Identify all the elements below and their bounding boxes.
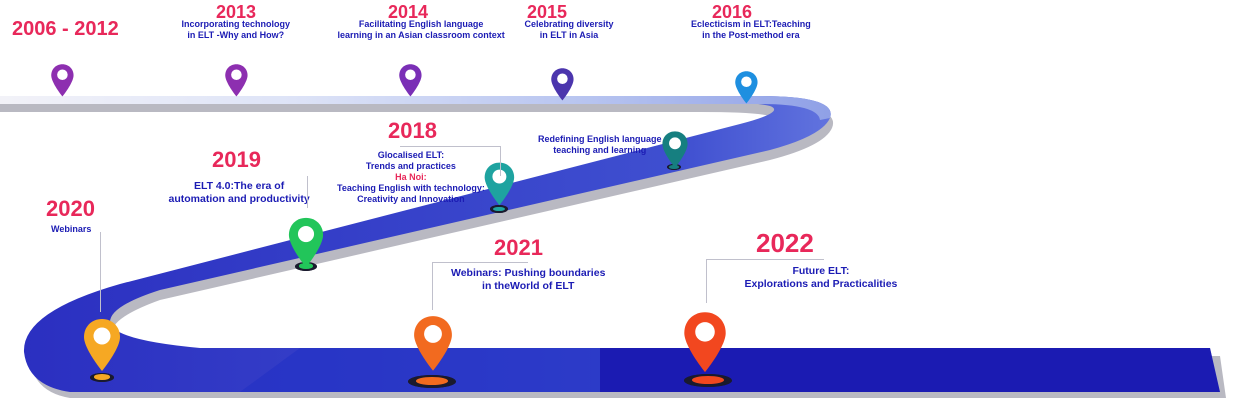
pin-body — [224, 64, 248, 97]
pin-body — [484, 162, 514, 206]
pin-dot — [695, 321, 715, 342]
map-pin-icon — [398, 64, 422, 97]
milestone-title: Webinars: Pushing boundaries in theWorld … — [451, 267, 605, 293]
pin-shadow-glow — [669, 165, 679, 169]
map-pin-icon — [734, 71, 758, 104]
map-pin-icon — [662, 131, 688, 169]
pin-shadow — [684, 373, 732, 387]
map-pin-icon — [224, 64, 248, 97]
leader-line — [100, 232, 101, 312]
pin-shadow-glow — [416, 377, 448, 385]
milestone-line: Webinars: Pushing boundaries — [451, 267, 606, 279]
milestone-line: in the Post-method era — [702, 30, 800, 40]
pin-dot — [492, 169, 506, 184]
pin-body — [684, 312, 726, 372]
milestone-title: Eclecticism in ELT:Teaching in the Post-m… — [691, 19, 811, 41]
pin-shadow — [667, 164, 681, 170]
pin-body — [662, 131, 688, 169]
leader-line — [432, 262, 433, 310]
pin-body — [398, 64, 422, 97]
pin-body — [550, 68, 574, 101]
pin-body — [84, 319, 120, 371]
pin-body — [288, 217, 324, 268]
milestone-line: Celebrating diversity — [524, 19, 614, 29]
pin-shadow-glow — [94, 374, 110, 380]
milestone-year: 2022 — [756, 228, 814, 258]
map-pin-icon — [484, 162, 514, 206]
pin-body — [50, 64, 74, 97]
milestone-line: in theWorld of ELT — [482, 280, 575, 292]
pin-dot — [669, 137, 681, 150]
map-pin-icon — [550, 68, 574, 101]
pin-body — [734, 71, 758, 104]
pin-dot — [230, 69, 242, 81]
milestone-line: learning in an Asian classroom context — [337, 30, 505, 40]
map-pin-icon — [414, 316, 452, 371]
leader-line — [307, 176, 308, 208]
map-pin-icon — [84, 319, 120, 371]
map-pin-icon — [684, 312, 726, 372]
milestone-line: Glocalised ELT: — [377, 150, 445, 160]
milestone-line: Incorporating technology — [181, 19, 291, 29]
pin-dot — [56, 69, 68, 81]
milestone-line: teaching and learning — [553, 145, 647, 155]
milestone-year: 2015 — [527, 2, 568, 22]
milestone-year: 2006 - 2012 — [12, 18, 119, 40]
milestone-line: Webinars — [51, 224, 92, 234]
pin-shadow — [490, 205, 508, 213]
map-pin-icon — [288, 217, 324, 268]
milestone-sub-label: Ha Noi: — [395, 172, 427, 182]
milestone-title: Celebrating diversity in ELT in Asia — [525, 19, 614, 41]
milestone-line: Facilitating English language — [358, 19, 484, 29]
pin-dot — [740, 76, 752, 88]
leader-line — [706, 259, 707, 303]
milestone-line: automation and productivity — [168, 193, 310, 205]
pin-dot — [297, 226, 315, 243]
milestone-title: Redefining English language teaching and … — [538, 134, 662, 156]
milestone-line: in ELT -Why and How? — [187, 30, 285, 40]
pin-shadow-glow — [692, 376, 724, 384]
milestone-line: Explorations and Practicalities — [744, 278, 898, 290]
leader-line — [500, 146, 501, 176]
milestone-year: 2016 — [712, 2, 753, 22]
milestone-sub-line: Teaching English with technology: — [337, 183, 485, 193]
milestone-line: ELT 4.0:The era of — [193, 180, 285, 192]
leader-line — [706, 259, 824, 260]
milestone-line: in ELT in Asia — [539, 30, 599, 40]
pin-dot — [556, 73, 568, 85]
milestone-line: Trends and practices — [365, 161, 456, 171]
milestone-line: Redefining English language — [538, 134, 662, 144]
milestone-title: Incorporating technology in ELT -Why and … — [182, 19, 291, 41]
leader-line — [400, 146, 500, 147]
pin-shadow-glow — [493, 206, 505, 212]
pin-dot — [93, 327, 111, 345]
milestone-title: Future ELT: Explorations and Practicaliti… — [745, 265, 898, 291]
milestone-year: 2013 — [216, 2, 257, 22]
milestone-year: 2021 — [494, 235, 543, 260]
pin-dot — [424, 324, 442, 343]
milestone-year: 2014 — [388, 2, 429, 22]
pin-dot — [404, 69, 416, 81]
map-pin-icon — [50, 64, 74, 97]
milestone-line: Eclecticism in ELT:Teaching — [691, 19, 811, 29]
milestone-year: 2019 — [212, 147, 261, 172]
milestone-year: 2020 — [46, 196, 95, 221]
leader-line — [432, 262, 528, 263]
milestone-sub-line: Creativity and Innovation — [357, 194, 465, 204]
milestone-title: ELT 4.0:The era of automation and product… — [169, 180, 310, 206]
milestone-line: Future ELT: — [792, 265, 850, 277]
pin-body — [414, 316, 452, 371]
milestone-title: Webinars — [51, 224, 91, 235]
pin-shadow — [408, 374, 456, 388]
pin-shadow — [90, 372, 114, 382]
milestone-title: Glocalised ELT: Trends and practices Ha No… — [337, 150, 485, 205]
milestone-title: Facilitating English language learning in… — [338, 19, 505, 41]
milestone-year: 2018 — [388, 118, 437, 143]
road-surface — [0, 96, 1220, 392]
